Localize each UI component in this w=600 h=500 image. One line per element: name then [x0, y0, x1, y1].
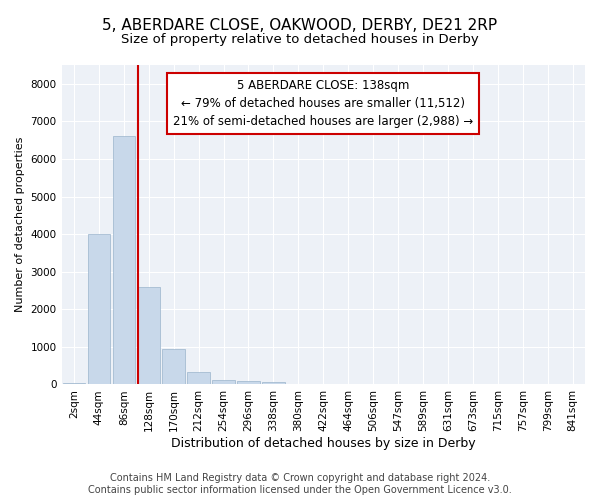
Bar: [88, 234, 110, 384]
Bar: [137, 286, 160, 384]
Text: 5 ABERDARE CLOSE: 138sqm
← 79% of detached houses are smaller (11,512)
21% of se: 5 ABERDARE CLOSE: 138sqm ← 79% of detach…: [173, 80, 473, 128]
Text: Contains HM Land Registry data © Crown copyright and database right 2024.
Contai: Contains HM Land Registry data © Crown c…: [88, 474, 512, 495]
Bar: [187, 372, 210, 384]
Y-axis label: Number of detached properties: Number of detached properties: [15, 137, 25, 312]
Bar: [237, 380, 260, 384]
Bar: [63, 382, 85, 384]
Bar: [262, 382, 284, 384]
X-axis label: Distribution of detached houses by size in Derby: Distribution of detached houses by size …: [171, 437, 476, 450]
Bar: [163, 349, 185, 384]
Bar: [212, 380, 235, 384]
Bar: [113, 136, 135, 384]
Text: Size of property relative to detached houses in Derby: Size of property relative to detached ho…: [121, 32, 479, 46]
Text: 5, ABERDARE CLOSE, OAKWOOD, DERBY, DE21 2RP: 5, ABERDARE CLOSE, OAKWOOD, DERBY, DE21 …: [103, 18, 497, 32]
